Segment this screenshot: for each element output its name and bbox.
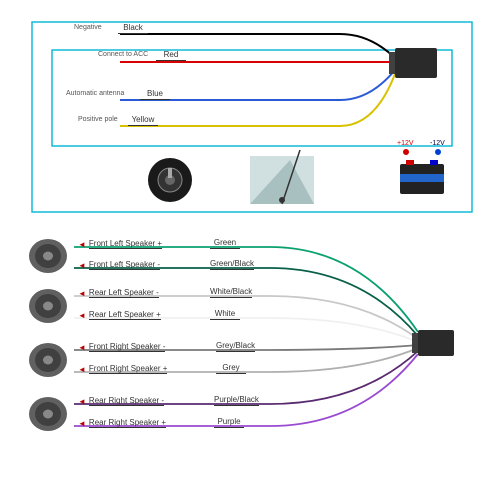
wiring-diagram: Negative Black Connect to ACC Red Automa… xyxy=(0,0,500,500)
label-rl-neg-desc: Rear Left Speaker - xyxy=(78,288,159,298)
label-antenna-desc: Automatic antenna xyxy=(66,90,124,97)
speaker-icon-fl xyxy=(29,239,67,273)
label-acc-color: Red xyxy=(156,50,186,61)
label-positive-desc: Positive pole xyxy=(78,116,118,123)
label-fr-pos-color: Grey xyxy=(216,363,246,374)
label-negative-color: Black xyxy=(118,23,148,34)
label-fr-neg-desc: Front Right Speaker - xyxy=(78,342,165,352)
speaker-icon-rl xyxy=(29,289,67,323)
label-rr-pos-color: Purple xyxy=(214,417,244,428)
label-acc-desc: Connect to ACC xyxy=(98,51,148,58)
label-fl-pos-color: Green xyxy=(210,238,240,249)
label-positive-color: Yellow xyxy=(128,115,158,126)
battery-icon xyxy=(400,149,444,194)
label-fl-pos-desc: Front Left Speaker + xyxy=(78,239,162,249)
speaker-connector xyxy=(418,330,454,356)
label-fr-pos-desc: Front Right Speaker + xyxy=(78,364,167,374)
label-battery-pos: +12V xyxy=(397,140,414,147)
label-fl-neg-desc: Front Left Speaker - xyxy=(78,260,160,270)
label-fl-neg-color: Green/Black xyxy=(210,259,254,270)
label-rl-neg-color: White/Black xyxy=(210,287,252,298)
label-antenna-color: Blue xyxy=(140,89,170,100)
speaker-icon-fr xyxy=(29,343,67,377)
label-rl-pos-desc: Rear Left Speaker + xyxy=(78,310,161,320)
label-rr-neg-color: Purple/Black xyxy=(214,395,259,406)
label-fr-neg-color: Grey/Black xyxy=(216,341,255,352)
label-negative-desc: Negative xyxy=(74,24,102,31)
label-rl-pos-color: White xyxy=(210,309,240,320)
power-connector xyxy=(395,48,437,78)
svg-layer xyxy=(0,0,500,500)
label-battery-neg: -12V xyxy=(430,140,445,147)
label-rr-pos-desc: Rear Right Speaker + xyxy=(78,418,166,428)
speaker-icon-rr xyxy=(29,397,67,431)
wire-rl-pos xyxy=(74,318,418,342)
label-rr-neg-desc: Rear Right Speaker - xyxy=(78,396,164,406)
